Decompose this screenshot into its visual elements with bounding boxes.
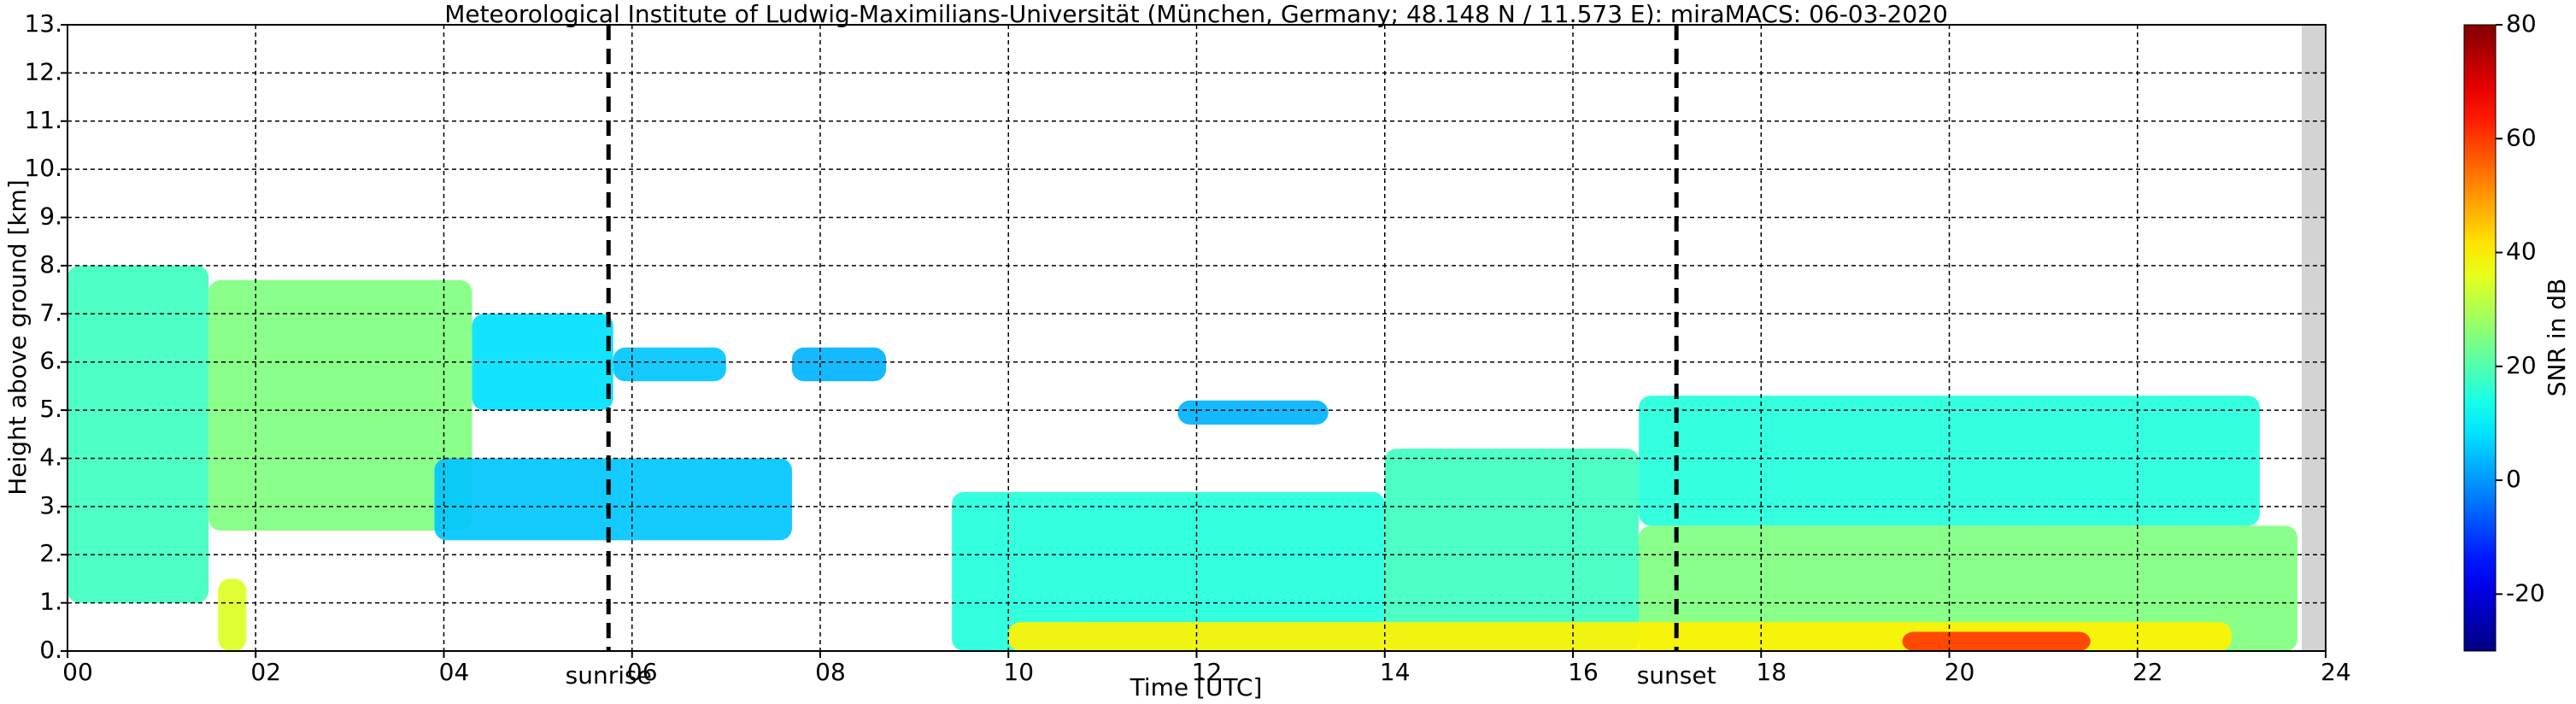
y-tick-label: 3. bbox=[39, 491, 62, 519]
x-tick-label: 08 bbox=[815, 658, 846, 686]
colorbar-tick-label: -20 bbox=[2506, 578, 2545, 607]
echo-cell bbox=[208, 279, 472, 531]
x-tick-label: 16 bbox=[1568, 658, 1599, 686]
y-tick-label: 2. bbox=[39, 539, 62, 567]
echo-cell bbox=[1902, 631, 2091, 651]
y-tick-label: 7. bbox=[39, 298, 62, 326]
x-tick-label: 04 bbox=[439, 658, 470, 686]
y-tick-label: 11. bbox=[24, 106, 62, 134]
echo-cell bbox=[434, 458, 792, 541]
colorbar-tick-label: 80 bbox=[2506, 9, 2537, 38]
y-tick-label: 9. bbox=[39, 202, 62, 231]
echo-cell bbox=[67, 265, 209, 603]
echo-cell bbox=[218, 578, 247, 651]
plot-frame bbox=[67, 24, 2327, 652]
x-tick-label: 02 bbox=[250, 658, 281, 686]
colorbar-tick-label: 20 bbox=[2506, 351, 2537, 379]
x-tick-label: 20 bbox=[1945, 658, 1975, 686]
y-tick-label: 0. bbox=[39, 636, 62, 664]
y-tick-label: 4. bbox=[39, 443, 62, 471]
y-tick-label: 13. bbox=[24, 9, 62, 38]
y-tick-label: 8. bbox=[39, 250, 62, 279]
x-tick-label: 00 bbox=[62, 658, 93, 686]
y-tick-label: 12. bbox=[24, 57, 62, 85]
chart-title: Meteorological Institute of Ludwig-Maxim… bbox=[444, 0, 1948, 28]
x-tick-label: 12 bbox=[1192, 658, 1223, 686]
echo-cell bbox=[472, 314, 613, 411]
colorbar bbox=[2463, 24, 2497, 652]
y-tick-label: 1. bbox=[39, 588, 62, 616]
x-tick-label: 22 bbox=[2133, 658, 2163, 686]
colorbar-tick-label: 0 bbox=[2506, 465, 2521, 493]
annotation-label: sunset bbox=[1637, 661, 1716, 689]
colorbar-tick-label: 40 bbox=[2506, 238, 2537, 266]
echo-cell bbox=[1177, 400, 1329, 425]
colorbar-label: SNR in dB bbox=[2543, 279, 2571, 396]
y-tick-label: 5. bbox=[39, 395, 62, 423]
annotation-label: sunrise bbox=[566, 661, 652, 689]
y-tick-label: 10. bbox=[24, 154, 62, 182]
echo-cell bbox=[1639, 396, 2260, 526]
x-tick-label: 18 bbox=[1756, 658, 1787, 686]
echo-cell bbox=[791, 347, 887, 382]
echo-cell bbox=[952, 491, 1385, 651]
echo-cell bbox=[1639, 525, 2297, 651]
echo-cell bbox=[1384, 449, 1640, 651]
y-axis-label: Height above ground [km] bbox=[3, 179, 32, 496]
colorbar-tick-label: 60 bbox=[2506, 123, 2537, 151]
y-tick-label: 6. bbox=[39, 347, 62, 375]
x-tick-label: 10 bbox=[1003, 658, 1034, 686]
x-tick-label: 24 bbox=[2321, 658, 2351, 686]
echo-cell bbox=[613, 347, 726, 382]
missing-data bbox=[2302, 25, 2326, 651]
x-axis-label: Time [UTC] bbox=[1130, 673, 1263, 701]
x-tick-label: 06 bbox=[627, 658, 658, 686]
x-tick-label: 14 bbox=[1380, 658, 1411, 686]
